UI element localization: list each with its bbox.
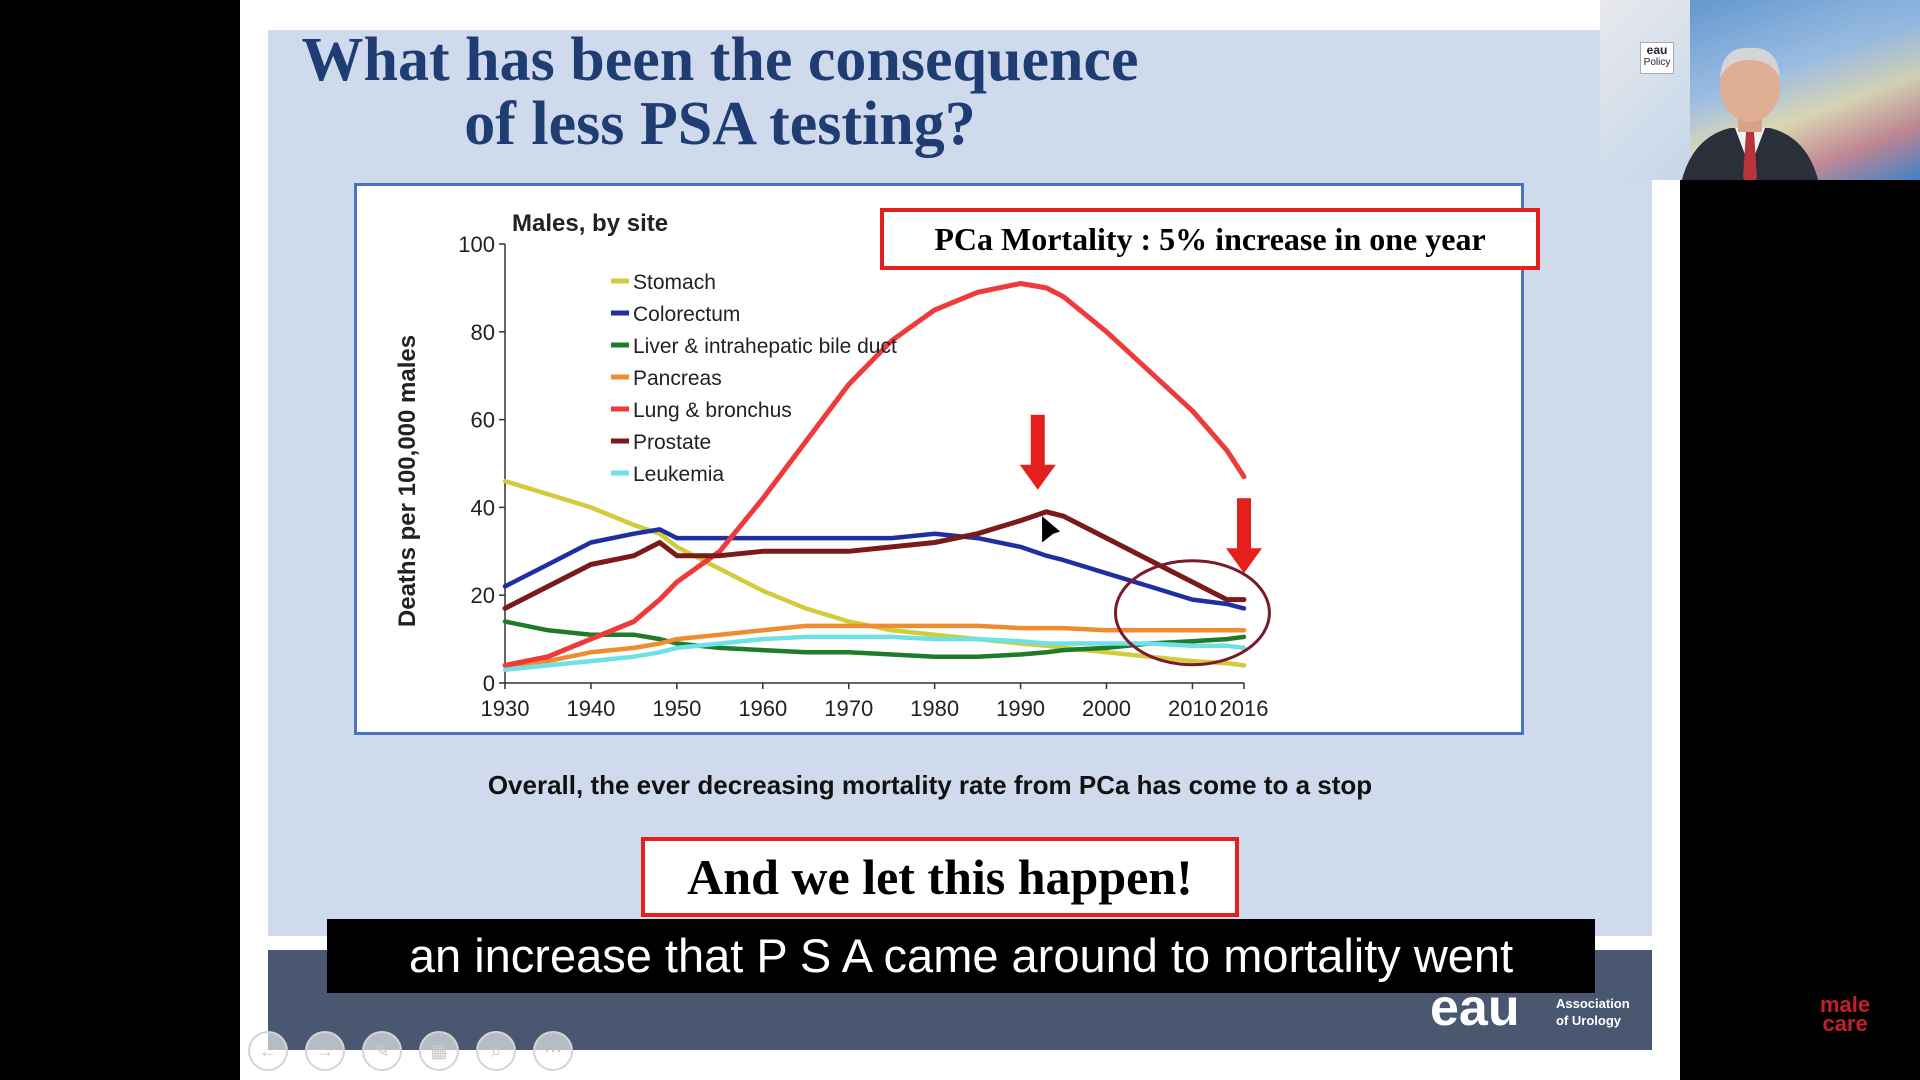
mouse-cursor-icon — [1042, 516, 1061, 543]
pen-icon: ✎ — [374, 1041, 390, 1061]
mortality-chart: Males, by site Deaths per 100,000 males … — [354, 183, 1524, 735]
chart-svg: Males, by site Deaths per 100,000 males … — [394, 210, 1271, 721]
x-tick-label: 1940 — [566, 696, 615, 721]
chart-axes: 0 20 40 60 80 100 1930 1940 1950 1960 1970 1980 1990… — [458, 232, 1268, 721]
speaker-face — [1720, 50, 1780, 122]
previous-slide-button[interactable]: ← — [248, 1031, 288, 1071]
ellipsis-icon: ⋯ — [544, 1041, 562, 1061]
legend-label: Leukemia — [633, 463, 724, 486]
x-tick-label: 2016 — [1220, 696, 1269, 721]
series-line-pancreas — [502, 623, 1247, 668]
overall-statement: Overall, the ever decreasing mortality r… — [487, 770, 1373, 800]
slide-title: What has been the consequence of less PS… — [270, 28, 1170, 156]
malecare-logo-line-1: male — [1820, 992, 1871, 1017]
red-arrow-shaft — [1030, 414, 1045, 467]
video-caption: an increase that P S A came around to mo… — [327, 919, 1595, 993]
x-tick-label: 2000 — [1082, 696, 1131, 721]
series-line-prostate — [502, 509, 1247, 611]
series-line-lung-bronchus — [502, 281, 1247, 668]
red-arrow-head — [1019, 464, 1056, 490]
eau-org-line-2: Association — [1556, 996, 1630, 1011]
x-tick-label: 1950 — [652, 696, 701, 721]
x-tick-label: 1930 — [481, 696, 530, 721]
slide-title-line-1: What has been the consequence — [301, 26, 1139, 94]
x-tick-label: 1960 — [738, 696, 787, 721]
webcam-sign-eau: eau Policy — [1640, 42, 1674, 74]
slide-title-line-2: of less PSA testing? — [464, 90, 976, 158]
y-tick-label: 20 — [471, 583, 495, 608]
red-arrow-head — [1226, 548, 1262, 574]
eau-logo-text: eau — [1430, 985, 1520, 1035]
pen-button[interactable]: ✎ — [362, 1031, 402, 1071]
speaker-hair — [1720, 47, 1780, 78]
slides-grid-button[interactable]: ▦ — [419, 1031, 459, 1071]
chart-series — [502, 281, 1247, 673]
eau-org-line-3: of Urology — [1556, 1013, 1621, 1028]
webcam-sign-policy-text: Policy — [1643, 57, 1671, 68]
y-tick-label: 60 — [471, 408, 495, 433]
legend-label: Prostate — [633, 431, 711, 454]
series-line-leukemia — [502, 634, 1247, 673]
webcam-sign-eau-text: eau — [1646, 43, 1668, 57]
x-tick-label: 1990 — [996, 696, 1045, 721]
pca-mortality-callout: PCa Mortality : 5% increase in one year — [880, 208, 1540, 270]
highlight-ellipse — [1113, 559, 1271, 667]
chart-annotations — [1019, 414, 1271, 667]
malecare-logo: male care — [1820, 992, 1871, 1036]
next-slide-button[interactable]: → — [305, 1031, 345, 1071]
y-tick-label: 0 — [483, 671, 495, 696]
arrow-right-icon: → — [316, 1041, 334, 1061]
happen-callout: And we let this happen! — [641, 837, 1239, 917]
malecare-logo-line-2: care — [1822, 1011, 1868, 1036]
magnifier-icon: ⌕ — [490, 1041, 502, 1061]
zoom-button[interactable]: ⌕ — [476, 1031, 516, 1071]
chart-title: Males, by site — [512, 210, 668, 237]
x-tick-label: 1970 — [824, 696, 873, 721]
legend-label: Liver & intrahepatic bile duct — [633, 335, 897, 358]
red-arrow-shaft — [1237, 498, 1251, 551]
webcam-feed: eau Policy — [1600, 0, 1920, 180]
speaker-tie — [1743, 132, 1757, 180]
series-line-stomach — [502, 478, 1247, 668]
x-tick-label: 1980 — [910, 696, 959, 721]
legend-label: Pancreas — [633, 367, 722, 390]
y-tick-label: 40 — [471, 495, 495, 520]
legend-label: Colorectum — [633, 303, 740, 326]
legend-label: Lung & bronchus — [633, 399, 792, 422]
chart-legend: Stomach Colorectum Liver & intrahepatic bi… — [611, 271, 897, 486]
more-options-button[interactable]: ⋯ — [533, 1031, 573, 1071]
arrow-left-icon: ← — [259, 1041, 277, 1061]
chart-y-axis-label: Deaths per 100,000 males — [394, 335, 421, 627]
grid-icon: ▦ — [430, 1041, 448, 1061]
y-tick-label: 80 — [471, 320, 495, 345]
eau-logo: eau — [1430, 985, 1520, 1035]
y-tick-label: 100 — [458, 232, 495, 257]
x-tick-label: 2010 — [1168, 696, 1217, 721]
series-line-colorectum — [502, 527, 1247, 611]
speaker-avatar — [1681, 47, 1819, 180]
legend-label: Stomach — [633, 271, 716, 294]
